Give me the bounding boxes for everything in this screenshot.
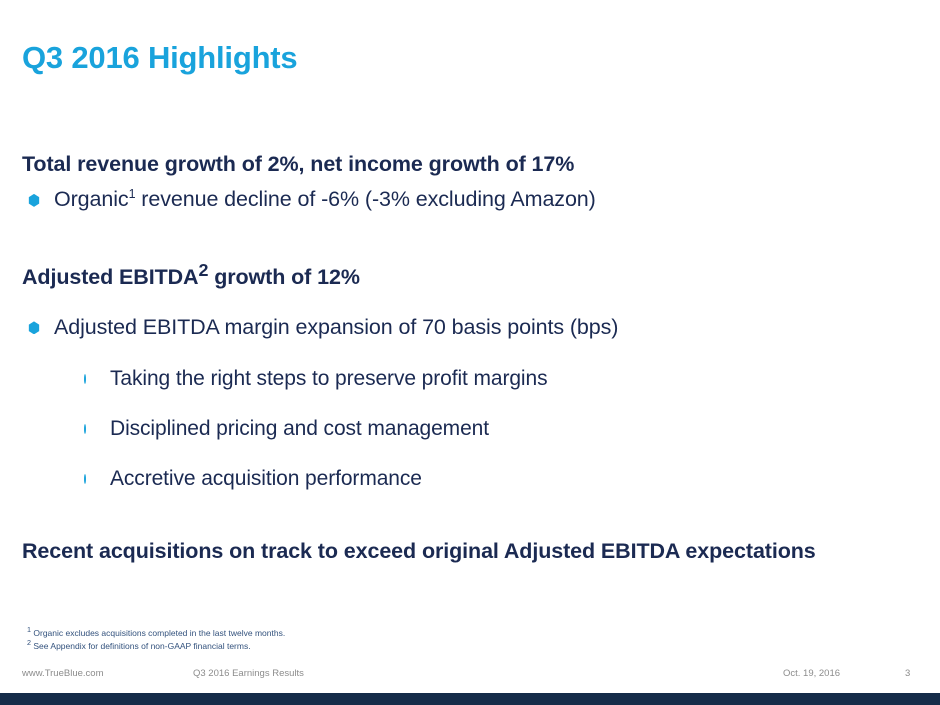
bullet-organic-revenue: Organic1 revenue decline of -6% (-3% exc… bbox=[22, 185, 912, 215]
sub-bullet-disciplined-pricing-label: Disciplined pricing and cost management bbox=[110, 416, 489, 440]
sub-bullet-accretive-acquisition: Accretive acquisition performance bbox=[22, 465, 912, 493]
circle-bullet-icon bbox=[22, 365, 86, 393]
footer-date: Oct. 19, 2016 bbox=[783, 668, 841, 679]
footnote-1-marker: 1 bbox=[27, 625, 32, 635]
sub-bullet-preserve-margins: Taking the right steps to preserve profi… bbox=[22, 365, 912, 393]
footnote-ref-1: 1 bbox=[128, 187, 136, 202]
sub-bullet-disciplined-pricing: Disciplined pricing and cost management bbox=[22, 415, 912, 443]
section-heading-ebitda: Adjusted EBITDA2 growth of 12% bbox=[22, 259, 912, 292]
slide-body: Total revenue growth of 2%, net income g… bbox=[22, 150, 912, 567]
bullet-text-before: Organic bbox=[54, 187, 129, 212]
footer-accent-bar bbox=[0, 693, 940, 705]
bullet-text-after: revenue decline of -6% (-3% excluding Am… bbox=[135, 187, 596, 212]
footer-page-number: 3 bbox=[905, 668, 911, 679]
section-spacer bbox=[22, 493, 912, 537]
circle-bullet-icon bbox=[22, 415, 86, 443]
heading-spacer bbox=[22, 292, 912, 306]
section-heading-acquisitions: Recent acquisitions on track to exceed o… bbox=[22, 538, 816, 563]
hexagon-bullet-icon bbox=[22, 185, 54, 215]
bullet-organic-revenue-label: Organic1 revenue decline of -6% (-3% exc… bbox=[54, 185, 596, 215]
footnote-1: 1 Organic excludes acquisitions complete… bbox=[27, 625, 286, 640]
page-title: Q3 2016 Highlights bbox=[22, 40, 298, 75]
section-spacer bbox=[22, 215, 912, 259]
sub-bullet-accretive-acquisition-label: Accretive acquisition performance bbox=[110, 466, 422, 490]
footnote-ref-2: 2 bbox=[198, 260, 209, 281]
footer-deck-title: Q3 2016 Earnings Results bbox=[193, 668, 304, 679]
footnote-2-marker: 2 bbox=[27, 638, 32, 648]
bullet-ebitda-margin-label: Adjusted EBITDA margin expansion of 70 b… bbox=[54, 314, 619, 339]
heading-text-before: Adjusted EBITDA bbox=[22, 265, 199, 290]
footer-website[interactable]: www.TrueBlue.com bbox=[22, 668, 104, 679]
footnotes: 1 Organic excludes acquisitions complete… bbox=[27, 625, 286, 653]
footnote-2: 2 See Appendix for definitions of non-GA… bbox=[27, 638, 285, 653]
bullet-ebitda-margin: Adjusted EBITDA margin expansion of 70 b… bbox=[22, 313, 912, 343]
hexagon-bullet-icon bbox=[22, 313, 54, 343]
heading-text-after: growth of 12% bbox=[208, 265, 360, 290]
section-heading-revenue: Total revenue growth of 2%, net income g… bbox=[22, 152, 575, 176]
sub-bullet-preserve-margins-label: Taking the right steps to preserve profi… bbox=[110, 366, 548, 390]
slide-footer: www.TrueBlue.com Q3 2016 Earnings Result… bbox=[0, 668, 940, 688]
footnote-2-text: See Appendix for definitions of non-GAAP… bbox=[31, 641, 251, 652]
circle-bullet-icon bbox=[22, 465, 86, 493]
footnote-1-text: Organic excludes acquisitions completed … bbox=[31, 628, 286, 638]
